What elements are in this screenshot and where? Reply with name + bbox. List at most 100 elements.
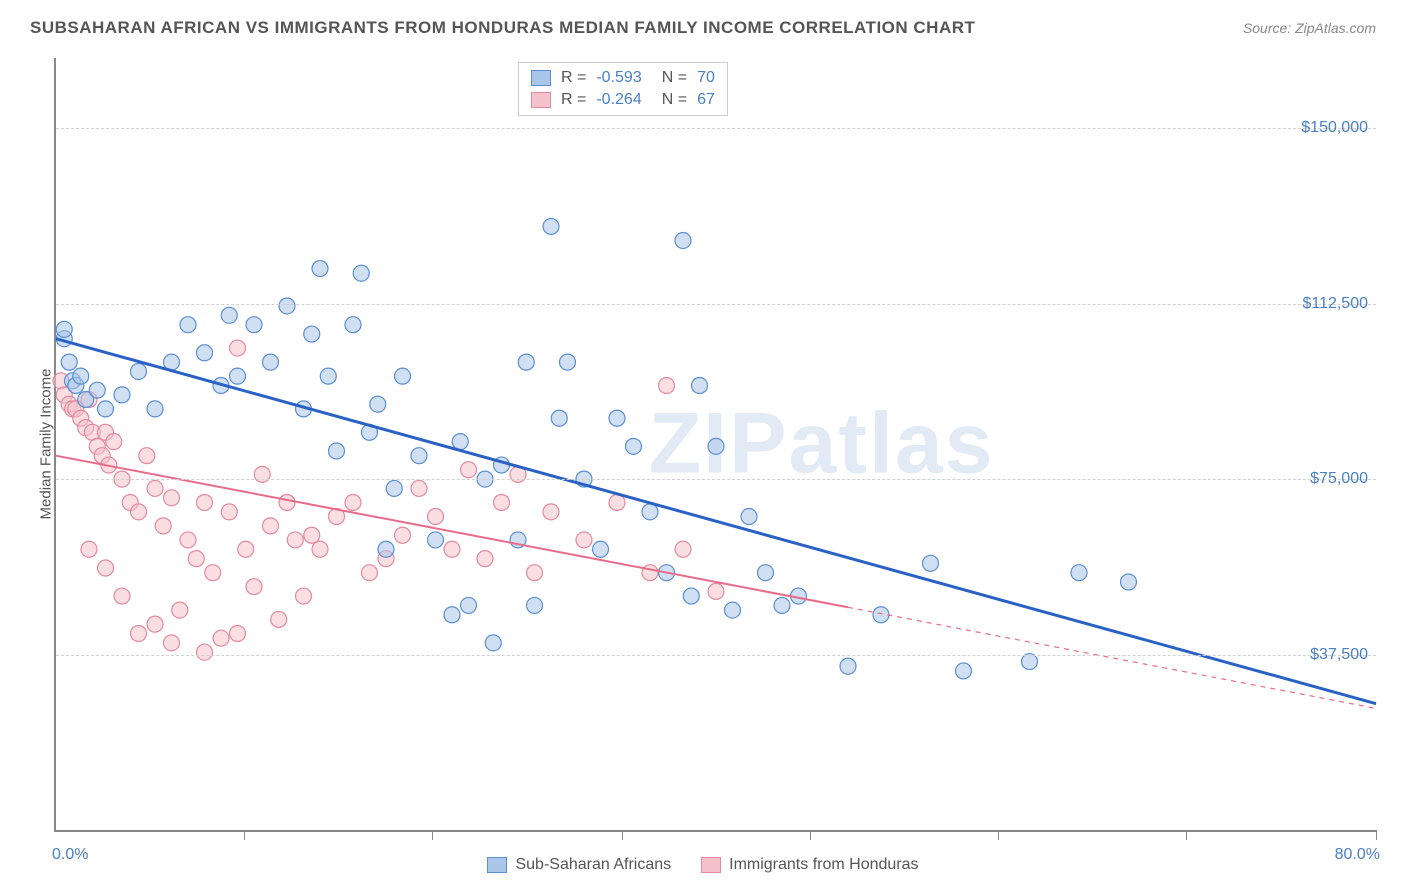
x-tick <box>810 830 811 840</box>
data-point <box>593 541 609 557</box>
data-point <box>551 410 567 426</box>
gridline <box>56 304 1376 305</box>
x-tick <box>244 830 245 840</box>
data-point <box>147 616 163 632</box>
data-point <box>197 494 213 510</box>
data-point <box>279 494 295 510</box>
x-tick <box>1376 830 1377 840</box>
stat-n-value-1: 67 <box>697 91 715 109</box>
data-point <box>73 368 89 384</box>
data-point <box>1121 574 1137 590</box>
legend-label-0: Sub-Saharan Africans <box>515 856 671 874</box>
data-point <box>213 630 229 646</box>
data-point <box>1022 654 1038 670</box>
data-point <box>246 317 262 333</box>
data-point <box>378 541 394 557</box>
y-tick-label: $112,500 <box>1302 295 1368 313</box>
y-tick-label: $37,500 <box>1310 646 1368 664</box>
data-point <box>230 368 246 384</box>
gridline <box>56 479 1376 480</box>
data-point <box>675 541 691 557</box>
data-point <box>131 625 147 641</box>
data-point <box>155 518 171 534</box>
data-point <box>312 261 328 277</box>
data-point <box>188 551 204 567</box>
data-point <box>444 541 460 557</box>
data-point <box>741 509 757 525</box>
source-attribution: Source: ZipAtlas.com <box>1243 20 1376 36</box>
legend-item-1: Immigrants from Honduras <box>701 856 918 874</box>
data-point <box>287 532 303 548</box>
data-point <box>345 494 361 510</box>
data-point <box>304 527 320 543</box>
data-point <box>609 410 625 426</box>
data-point <box>683 588 699 604</box>
data-point <box>708 438 724 454</box>
data-point <box>708 583 724 599</box>
data-point <box>164 490 180 506</box>
data-point <box>386 480 402 496</box>
stat-n-value-0: 70 <box>697 69 715 87</box>
data-point <box>279 298 295 314</box>
data-point <box>543 218 559 234</box>
data-point <box>197 345 213 361</box>
stat-r-value-0: -0.593 <box>596 69 641 87</box>
data-point <box>205 565 221 581</box>
data-point <box>461 462 477 478</box>
x-tick <box>1186 830 1187 840</box>
data-point <box>362 565 378 581</box>
data-point <box>353 265 369 281</box>
trend-line-extrapolated <box>848 607 1376 708</box>
y-tick-label: $150,000 <box>1301 119 1368 137</box>
data-point <box>923 555 939 571</box>
data-point <box>675 232 691 248</box>
data-point <box>527 565 543 581</box>
data-point <box>444 607 460 623</box>
data-point <box>197 644 213 660</box>
data-point <box>81 541 97 557</box>
data-point <box>774 597 790 613</box>
data-point <box>725 602 741 618</box>
scatter-svg <box>56 58 1376 830</box>
data-point <box>560 354 576 370</box>
trend-line <box>56 339 1376 704</box>
data-point <box>238 541 254 557</box>
data-point <box>139 448 155 464</box>
data-point <box>1071 565 1087 581</box>
data-point <box>452 434 468 450</box>
stat-r-label-1: R = <box>561 91 586 109</box>
data-point <box>312 541 328 557</box>
data-point <box>956 663 972 679</box>
data-point <box>659 378 675 394</box>
data-point <box>164 635 180 651</box>
data-point <box>180 317 196 333</box>
data-point <box>320 368 336 384</box>
stat-r-value-1: -0.264 <box>596 91 641 109</box>
data-point <box>296 588 312 604</box>
data-point <box>147 480 163 496</box>
swatch-legend-1 <box>701 857 721 873</box>
swatch-series-1 <box>531 92 551 108</box>
data-point <box>230 340 246 356</box>
stat-n-label-1: N = <box>662 91 687 109</box>
data-point <box>518 354 534 370</box>
data-point <box>370 396 386 412</box>
data-point <box>642 565 658 581</box>
legend-bottom: Sub-Saharan Africans Immigrants from Hon… <box>0 856 1406 874</box>
data-point <box>131 363 147 379</box>
data-point <box>271 611 287 627</box>
legend-item-0: Sub-Saharan Africans <box>487 856 671 874</box>
data-point <box>106 434 122 450</box>
data-point <box>221 504 237 520</box>
gridline <box>56 655 1376 656</box>
data-point <box>180 532 196 548</box>
data-point <box>221 307 237 323</box>
stat-n-label-0: N = <box>662 69 687 87</box>
data-point <box>758 565 774 581</box>
data-point <box>114 387 130 403</box>
data-point <box>395 368 411 384</box>
data-point <box>304 326 320 342</box>
data-point <box>345 317 361 333</box>
plot-area: Median Family Income ZIPatlas R = -0.593… <box>54 58 1376 832</box>
data-point <box>461 597 477 613</box>
